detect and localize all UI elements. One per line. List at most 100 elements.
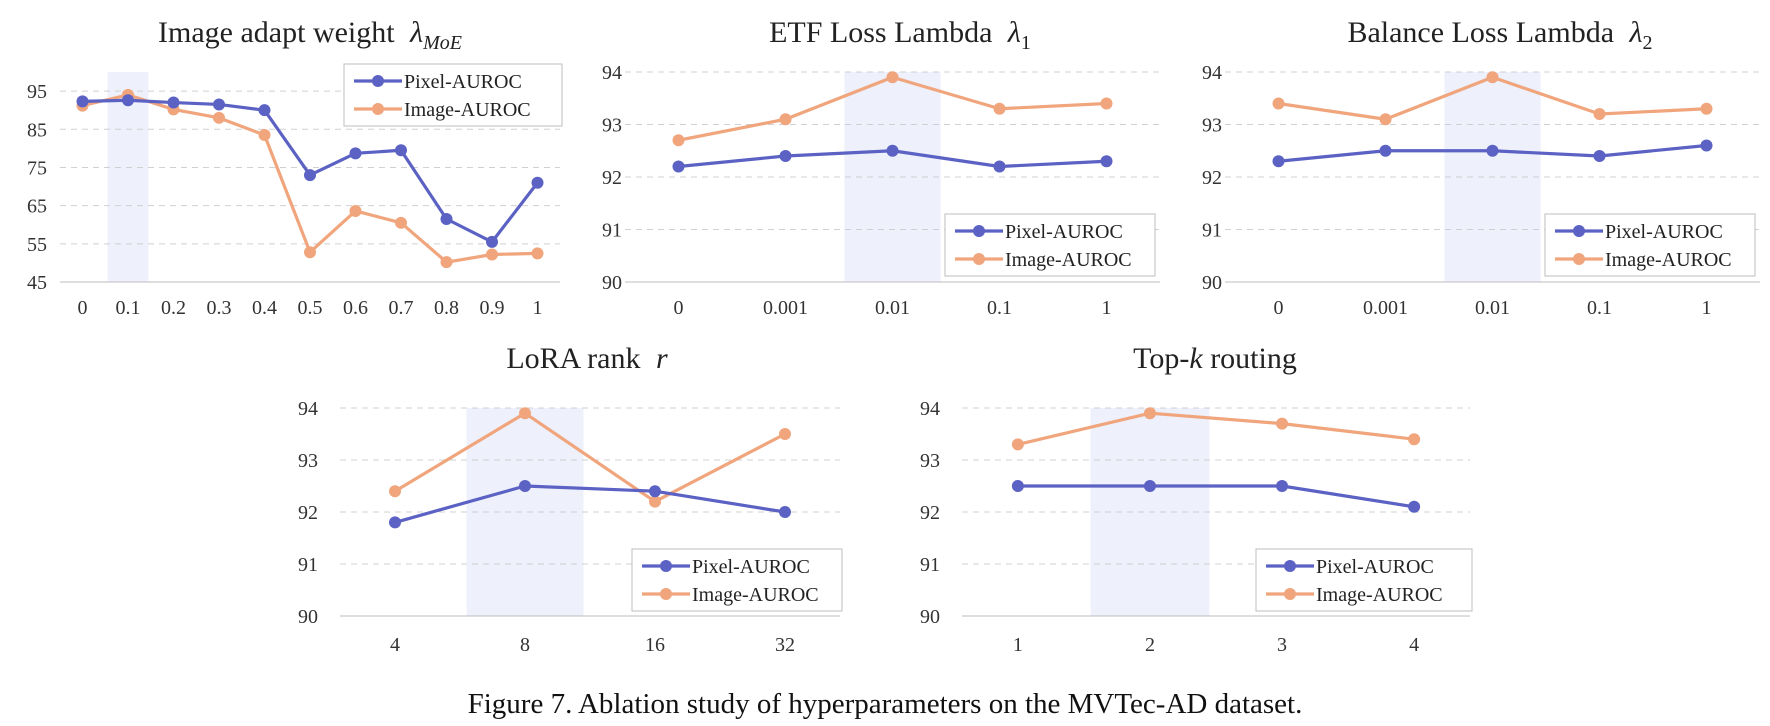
data-point-image [1143,407,1156,420]
y-tick-label: 90 [298,606,318,628]
legend-label: Pixel-AUROC [1605,221,1723,243]
legend-swatch-marker [973,253,985,265]
chart-title-text: routing [1203,342,1297,375]
data-point-pixel [213,98,225,111]
y-tick-label: 92 [920,502,940,524]
data-point-pixel [349,147,362,160]
y-tick-label: 93 [602,115,622,137]
legend-label: Image-AUROC [692,584,819,606]
data-point-image [395,216,407,229]
x-tick-label: 0.1 [116,297,141,319]
y-tick-label: 90 [1202,272,1222,294]
legend-swatch-marker [372,75,384,87]
legend-box [343,63,563,127]
chart-title-text: LoRA rank [506,342,648,375]
x-tick-label: 32 [775,634,795,656]
x-tick-label: 0 [1274,297,1284,319]
data-point-image [486,248,498,261]
y-tick-label: 94 [920,398,940,420]
y-tick-label: 55 [27,234,47,256]
series-line-image-auroc [394,411,786,504]
x-tick-label: 1 [533,297,543,319]
chart-title-text: Top- [1133,342,1189,375]
y-tick-label: 91 [602,220,622,242]
data-point-pixel [779,150,792,162]
y-tick-label: 92 [1202,167,1222,189]
x-tick-label: 16 [645,634,665,656]
data-point-image [1700,102,1713,115]
legend-swatch-marker [372,103,384,115]
data-point-pixel [886,144,899,157]
data-point-pixel [122,94,134,107]
data-point-pixel [486,235,498,248]
y-tick-label: 93 [920,450,940,472]
x-tick-label: 0.9 [480,297,505,319]
legend-box [944,213,1156,277]
data-point-image [779,113,792,126]
series-line-pixel-auroc [1017,484,1415,509]
data-point-pixel [304,169,316,182]
data-point-image [1486,71,1499,84]
data-point-image [1593,108,1606,120]
legend-box [1544,213,1756,277]
x-tick-label: 4 [390,634,400,656]
chart-title-subscript: MoE [422,32,462,54]
x-tick-label: 0.1 [987,297,1012,319]
data-point-image [993,102,1006,115]
data-point-image [886,71,899,84]
x-tick-label: 1 [1013,634,1023,656]
legend-label: Pixel-AUROC [1005,221,1123,243]
y-tick-label: 95 [27,81,47,103]
data-point-pixel [531,176,544,189]
data-point-pixel [1272,155,1285,168]
chart-4: 90 91 92 93 94 4 8 16 32 LoRA rank r Pixel-AUROC Im… [298,342,843,656]
y-tick-label: 85 [27,119,47,141]
data-point-pixel [1379,144,1392,157]
y-tick-label: 91 [1202,220,1222,242]
legend-label: Image-AUROC [1005,249,1132,271]
chart-title: ETF Loss Lambda λ1 [769,16,1031,54]
chart-title-text: Balance Loss Lambda [1347,16,1621,49]
data-point-pixel [395,144,407,157]
x-tick-label: 0.4 [252,297,277,319]
x-tick-label: 1 [1702,297,1712,319]
x-tick-label: 0.001 [763,297,808,319]
y-tick-label: 65 [27,196,47,218]
legend-swatch-marker [1284,560,1296,572]
data-point-pixel [258,104,271,117]
chart-title-text: ETF Loss Lambda [769,16,1000,49]
chart-3: 90 91 92 93 94 0 0.001 0.01 0.1 1 Balance Loss Lam… [1202,16,1760,319]
legend-box [631,548,843,612]
x-tick-label: 0 [674,297,684,319]
highlight-band [107,72,149,282]
chart-legend: Pixel-AUROC Image-AUROC [1255,548,1473,612]
data-point-pixel [1593,150,1606,162]
data-point-pixel [1700,139,1713,152]
data-point-pixel [672,160,685,173]
x-tick-label: 0.6 [343,297,368,319]
data-point-image [1408,433,1421,446]
series-line-pixel-auroc [394,484,786,524]
data-point-pixel [167,96,180,109]
y-tick-label: 93 [1202,115,1222,137]
x-tick-label: 0.001 [1363,297,1408,319]
legend-label: Pixel-AUROC [404,71,522,93]
x-tick-label: 0.01 [875,297,910,319]
chart-1: 45 55 65 75 85 95 0 0.1 0.2 0.3 0.4 0.5 0.6 0.7 0.8 0.9… [27,16,563,319]
chart-title-text: Image adapt weight [158,16,402,49]
x-tick-label: 0.1 [1587,297,1612,319]
legend-swatch-marker [1573,225,1585,237]
series-line-image-auroc [1017,411,1415,446]
x-tick-label: 0.2 [161,297,186,319]
data-point-pixel [649,485,661,498]
data-point-pixel [1100,155,1113,168]
chart-legend: Pixel-AUROC Image-AUROC [631,548,843,612]
data-point-image [258,129,271,141]
chart-title-symbol: λ [1629,16,1643,49]
data-point-pixel [1486,144,1499,157]
x-tick-label: 2 [1145,634,1155,656]
y-tick-label: 93 [298,450,318,472]
y-tick-label: 91 [298,554,318,576]
